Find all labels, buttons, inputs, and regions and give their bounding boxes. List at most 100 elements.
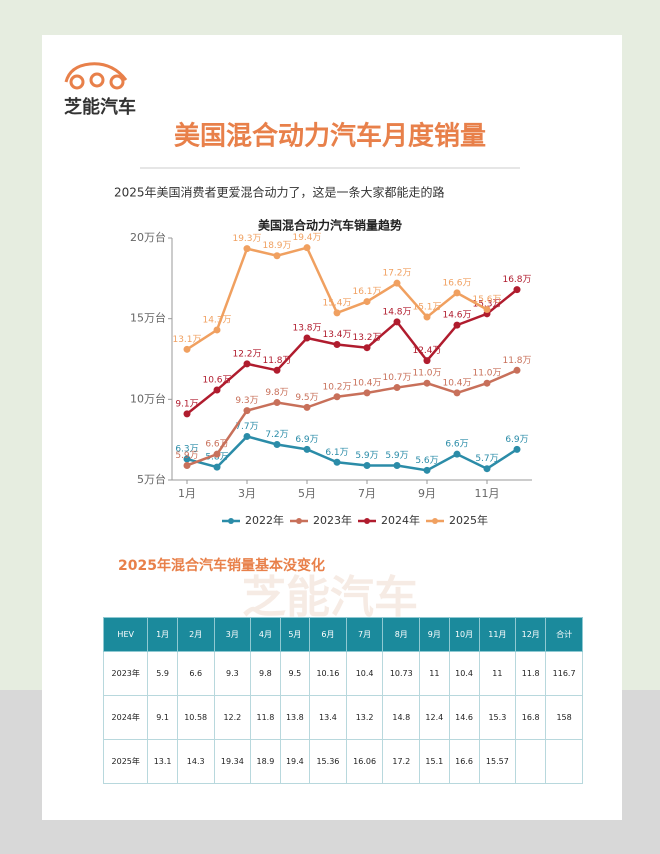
subtitle: 2025年美国消费者更爱混合动力了，这是一条大家都能走的路 xyxy=(114,185,445,200)
table-cell: 2023年 xyxy=(102,651,149,696)
data-label: 12.2万 xyxy=(232,349,261,359)
data-point xyxy=(483,379,491,387)
data-label: 14.8万 xyxy=(382,307,411,317)
legend-dot xyxy=(432,518,438,524)
data-point xyxy=(453,450,461,458)
data-point xyxy=(183,345,191,353)
header-cell: 7月 xyxy=(345,617,384,652)
x-tick-label: 1月 xyxy=(178,487,196,500)
data-label: 14.6万 xyxy=(442,311,471,321)
header-cell: 2月 xyxy=(176,617,215,652)
header-cell: 9月 xyxy=(419,617,450,652)
table-cell: 16.06 xyxy=(345,739,384,784)
table-cell: 15.3 xyxy=(478,695,517,740)
data-point xyxy=(513,286,521,294)
data-label: 6.6万 xyxy=(205,440,228,450)
data-label: 6.3万 xyxy=(175,445,198,455)
data-label: 13.4万 xyxy=(322,330,351,340)
data-point xyxy=(453,389,461,397)
table-cell: 18.9 xyxy=(250,739,281,784)
table-row: 2023年 5.9 6.6 9.3 9.8 9.5 10.16 10.4 10.73 11 10.4… xyxy=(102,651,583,696)
table-cell: 10.16 xyxy=(309,651,347,696)
table-cell: 13.4 xyxy=(309,695,347,740)
table-cell: 13.1 xyxy=(147,739,178,784)
data-label: 13.2万 xyxy=(352,333,381,343)
data-label: 6.9万 xyxy=(505,435,528,445)
data-point xyxy=(483,465,491,473)
table-cell: 19.34 xyxy=(213,739,252,784)
y-tick-label: 5万台 xyxy=(137,472,166,486)
data-label: 16.8万 xyxy=(502,275,531,285)
x-tick-label: 9月 xyxy=(418,487,436,500)
data-table: HEV 1月 2月 3月 4月 5月 6月 7月 8月 9月 10月 11月 12月 合计 2023年 5.9… xyxy=(102,617,583,784)
data-point xyxy=(183,461,191,469)
table-row: 2025年 13.1 14.3 19.34 18.9 19.4 15.36 16.06 17.2… xyxy=(102,739,583,784)
data-label: 9.5万 xyxy=(295,393,318,403)
data-point xyxy=(363,298,371,306)
table-row: 2024年 9.1 10.58 12.2 11.8 13.8 13.4 13.2 14.8 12.… xyxy=(102,695,583,740)
data-label: 18.9万 xyxy=(262,241,291,251)
data-label: 10.4万 xyxy=(352,378,381,388)
table-cell: 2025年 xyxy=(102,739,149,784)
data-point xyxy=(273,252,281,260)
data-label: 7.2万 xyxy=(265,430,288,440)
data-point xyxy=(213,326,221,334)
legend-label: 2023年 xyxy=(313,513,352,527)
data-label: 11.0万 xyxy=(412,369,441,379)
legend-label: 2025年 xyxy=(449,513,488,527)
page-title: 美国混合动力汽车月度销量 xyxy=(174,121,486,152)
table-cell: 116.7 xyxy=(545,651,583,696)
x-tick-label: 11月 xyxy=(475,487,500,500)
data-label: 19.4万 xyxy=(292,233,321,243)
series-line xyxy=(186,435,518,472)
header-cell: 5月 xyxy=(279,617,311,652)
table-cell: 9.8 xyxy=(250,651,281,696)
data-label: 17.2万 xyxy=(382,269,411,279)
data-point xyxy=(183,410,191,418)
legend-dot xyxy=(296,518,302,524)
data-label: 5.9万 xyxy=(175,451,198,461)
header-cell: HEV xyxy=(102,617,149,652)
data-point xyxy=(393,318,401,326)
header-cell: 10月 xyxy=(448,617,480,652)
data-label: 5.9万 xyxy=(385,451,408,461)
header-row: HEV 1月 2月 3月 4月 5月 6月 7月 8月 9月 10月 11月 12月 合计 xyxy=(102,617,583,652)
series-line xyxy=(186,369,518,467)
header-cell: 6月 xyxy=(309,617,347,652)
data-label: 19.3万 xyxy=(232,234,261,244)
data-label: 15.4万 xyxy=(322,298,351,308)
data-label: 6.6万 xyxy=(445,440,468,450)
data-point xyxy=(363,461,371,469)
table-cell: 19.4 xyxy=(279,739,311,784)
data-point xyxy=(333,309,341,317)
table-cell: 17.2 xyxy=(382,739,421,784)
data-label: 13.1万 xyxy=(172,335,201,345)
data-point xyxy=(453,289,461,297)
data-point xyxy=(513,366,521,374)
data-point xyxy=(303,445,311,453)
data-label: 5.7万 xyxy=(475,454,498,464)
table-cell: 10.58 xyxy=(176,695,215,740)
y-tick-label: 10万台 xyxy=(130,391,166,405)
data-point xyxy=(393,279,401,287)
y-tick-label: 20万台 xyxy=(130,230,166,244)
logo-icon xyxy=(64,62,128,90)
data-label: 11.8万 xyxy=(502,356,531,366)
x-tick-label: 7月 xyxy=(358,487,376,500)
table-cell: 10.4 xyxy=(448,651,480,696)
data-point xyxy=(393,461,401,469)
data-label: 15.1万 xyxy=(412,303,441,313)
data-point xyxy=(213,463,221,471)
table-cell: 13.8 xyxy=(279,695,311,740)
data-point xyxy=(423,313,431,321)
header-cell: 合计 xyxy=(545,617,583,652)
data-label: 6.9万 xyxy=(295,435,318,445)
data-point xyxy=(183,455,191,463)
header-cell: 4月 xyxy=(250,617,281,652)
data-point xyxy=(273,441,281,449)
data-label: 10.6万 xyxy=(202,375,231,385)
data-label: 15.6万 xyxy=(472,295,501,305)
data-point xyxy=(333,393,341,401)
legend-dot xyxy=(228,518,234,524)
